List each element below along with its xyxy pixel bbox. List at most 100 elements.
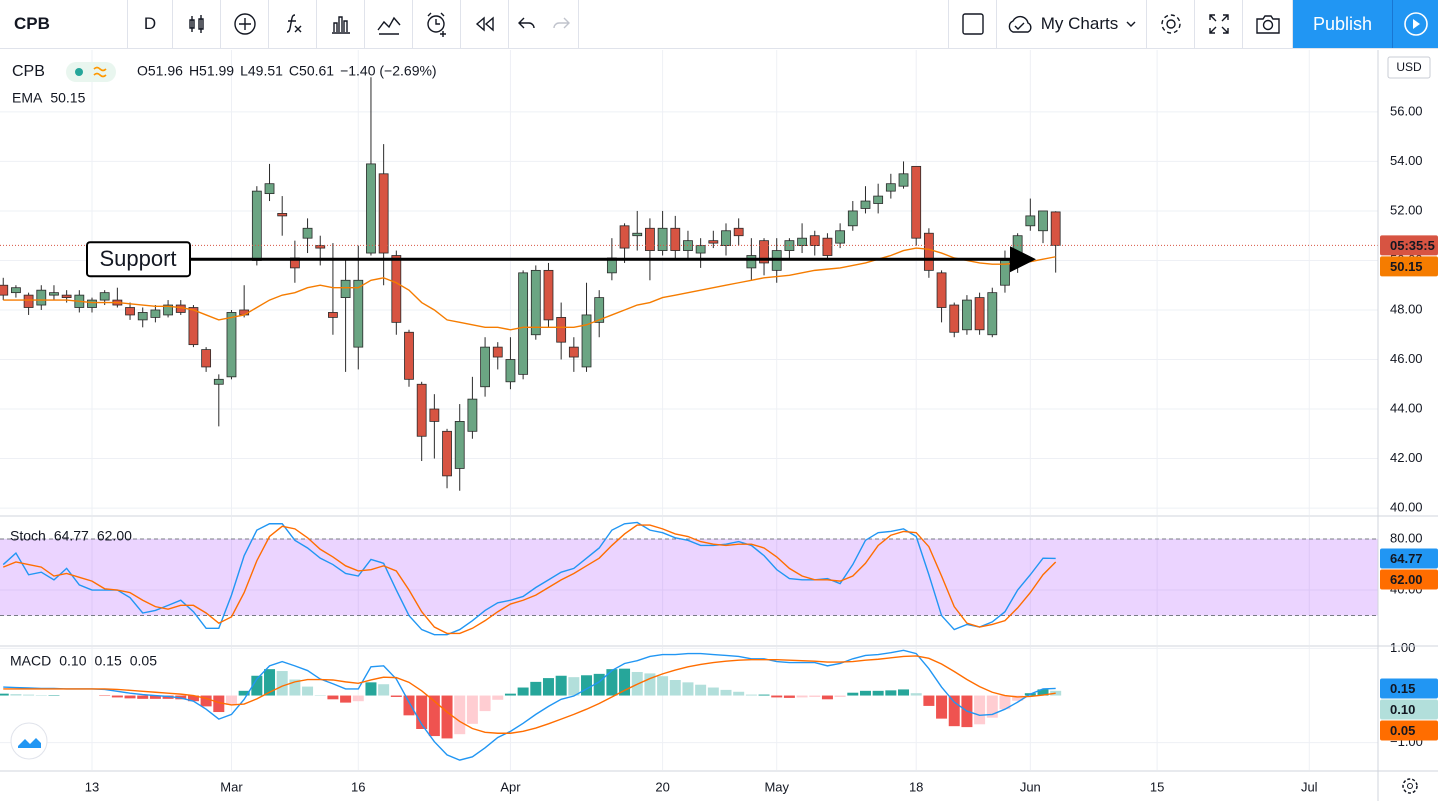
y-tick-label: 42.00 — [1390, 450, 1423, 465]
candle-body — [733, 227, 744, 237]
icon — [426, 12, 446, 37]
histogram-bar — [149, 695, 161, 699]
candle-body — [150, 309, 161, 318]
publish-button[interactable]: Publish — [1293, 0, 1393, 48]
candle-body — [201, 349, 212, 368]
candle-body — [530, 269, 541, 336]
candle-body — [797, 237, 807, 247]
candle-body — [759, 240, 769, 264]
candle-body — [315, 245, 326, 249]
candle-body — [708, 240, 719, 244]
candle-body — [860, 200, 871, 209]
play-button[interactable] — [1393, 0, 1438, 48]
price-tag-label: 64.77 — [1390, 551, 1423, 566]
ohlc-value: L49.51 — [240, 63, 283, 79]
fullscreen-button[interactable] — [1195, 0, 1243, 48]
study-button[interactable] — [365, 0, 413, 48]
y-tick-label: 80.00 — [1390, 530, 1423, 545]
symbol-label: CPB — [12, 63, 45, 80]
histogram-bar — [669, 679, 681, 696]
y-tick-label: 46.00 — [1390, 351, 1423, 366]
histogram-bar — [923, 695, 935, 706]
y-tick-label: 1.00 — [1390, 640, 1415, 655]
icon — [188, 15, 204, 33]
alert-button[interactable] — [413, 0, 461, 48]
histogram-bar — [111, 695, 123, 698]
chart-type-button[interactable] — [173, 0, 221, 48]
candle-body — [264, 183, 275, 195]
price-tag-label: 50.15 — [1390, 259, 1423, 274]
histogram-bar — [720, 689, 732, 696]
histogram-bar — [428, 695, 440, 737]
legend-value: 0.15 — [94, 653, 121, 669]
settings-gear — [1402, 778, 1418, 794]
histogram-bar — [187, 695, 199, 702]
icon — [475, 16, 494, 32]
candle-body — [822, 237, 833, 256]
price-tag — [1380, 699, 1438, 720]
candle-body — [670, 227, 681, 251]
templates-button[interactable] — [317, 0, 365, 48]
interval-button[interactable]: D — [128, 0, 173, 48]
currency-label: USD — [1396, 60, 1422, 74]
histogram-bar — [707, 687, 719, 696]
undo-button[interactable] — [509, 0, 544, 48]
icon — [1208, 14, 1229, 34]
settings-button[interactable] — [1147, 0, 1195, 48]
histogram-bar — [542, 678, 554, 696]
histogram-bar — [885, 690, 897, 696]
candle-body — [568, 346, 579, 358]
ohlc-value: H51.99 — [189, 63, 234, 79]
candle-body — [188, 307, 199, 346]
histogram-bar — [466, 695, 478, 724]
x-tick-label: Jul — [1301, 779, 1318, 794]
indicators-button[interactable] — [269, 0, 317, 48]
histogram-bar — [225, 695, 237, 705]
x-tick-label: 20 — [655, 779, 669, 794]
price-tag — [1380, 678, 1438, 699]
candle-body — [581, 314, 592, 368]
candle-body — [695, 245, 706, 254]
candle-body — [366, 163, 376, 254]
histogram-bar — [948, 695, 960, 727]
snapshot-button[interactable] — [1243, 0, 1293, 48]
price-tag — [1380, 548, 1438, 569]
histogram-bar — [251, 675, 263, 696]
histogram-bar — [403, 695, 415, 716]
support-label: Support — [99, 246, 176, 271]
histogram-bar — [289, 679, 301, 696]
candle-body — [987, 292, 998, 336]
logo — [10, 722, 48, 760]
candle-body — [277, 213, 288, 217]
histogram-bar — [986, 695, 998, 718]
histogram-bar — [999, 695, 1011, 710]
candle-body — [378, 173, 389, 254]
histogram-bar — [340, 695, 352, 703]
histogram-bar — [441, 695, 453, 739]
histogram-bar — [530, 681, 542, 696]
histogram-bar — [555, 675, 567, 696]
my-charts-button[interactable]: My Charts — [997, 0, 1147, 48]
y-tick-label: 40.00 — [1390, 500, 1423, 515]
replay-button[interactable] — [461, 0, 509, 48]
candle-body — [657, 227, 668, 251]
compare-button[interactable] — [221, 0, 269, 48]
histogram-bar — [682, 682, 694, 696]
pane-title: MACD — [10, 653, 51, 669]
price-tag-label: 62.00 — [1390, 572, 1423, 587]
icon — [1255, 15, 1280, 34]
icon — [553, 17, 570, 29]
histogram-bar — [378, 684, 390, 696]
layout-button[interactable] — [949, 0, 997, 48]
candle-body — [974, 297, 985, 331]
my-charts-label: My Charts — [1040, 14, 1119, 33]
symbol-button[interactable]: CPB — [0, 0, 128, 48]
histogram-bar — [1012, 695, 1024, 701]
histogram-bar — [936, 695, 948, 719]
redo-button[interactable] — [544, 0, 579, 48]
y-tick-label: 48.00 — [1390, 301, 1423, 316]
candle-body — [962, 299, 972, 331]
candle-body — [949, 304, 960, 333]
candle-body — [632, 232, 643, 237]
